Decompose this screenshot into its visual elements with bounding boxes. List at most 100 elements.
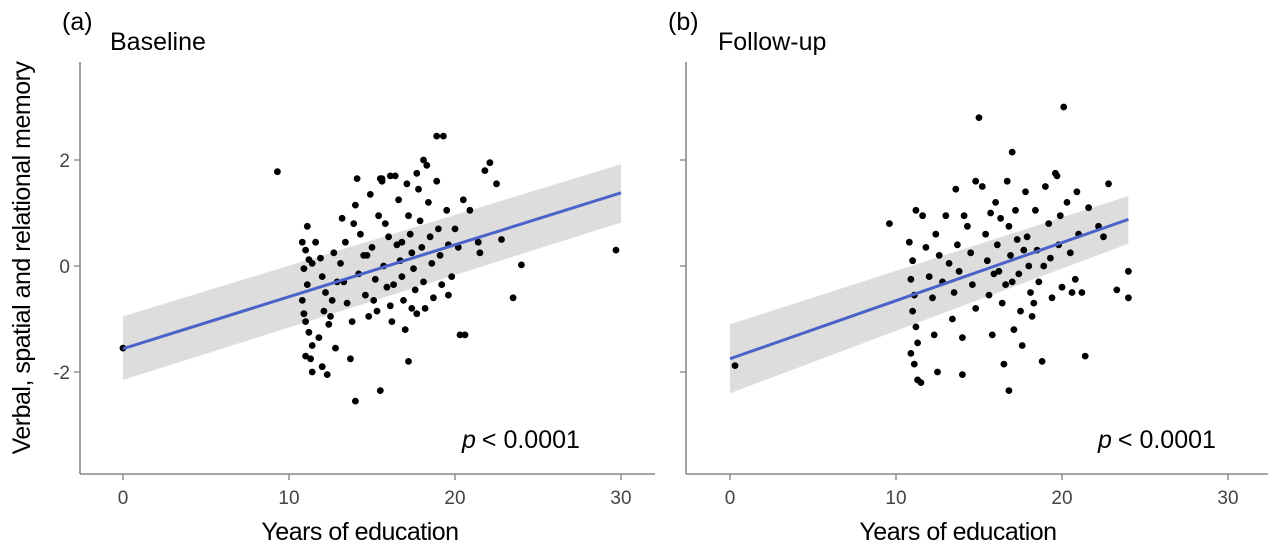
data-point xyxy=(1125,267,1132,275)
data-point xyxy=(1005,387,1013,394)
data-point xyxy=(391,172,399,180)
panel-title-follow-up: Follow-up xyxy=(718,28,826,56)
data-point xyxy=(393,241,401,249)
data-point xyxy=(1081,352,1089,360)
data-point xyxy=(423,161,431,169)
data-point xyxy=(909,307,916,315)
data-point xyxy=(1105,180,1112,188)
data-point xyxy=(930,331,938,339)
data-point xyxy=(411,286,419,294)
data-point xyxy=(317,254,324,262)
data-point xyxy=(365,313,373,320)
plot-area xyxy=(729,103,1132,394)
data-point xyxy=(907,350,915,357)
data-point xyxy=(1073,188,1081,196)
p-value-text: < 0.0001 xyxy=(482,426,580,454)
data-point xyxy=(436,252,444,259)
panel-label-b: (b) xyxy=(668,8,699,36)
data-point xyxy=(990,270,998,278)
y-ticks: -2 0 2 xyxy=(53,151,80,384)
data-point xyxy=(978,183,986,190)
data-point xyxy=(998,299,1006,307)
data-point xyxy=(315,334,323,341)
x-tick-label: 20 xyxy=(444,488,465,509)
data-point xyxy=(352,201,359,209)
data-point xyxy=(312,238,319,246)
data-point xyxy=(1035,278,1043,286)
data-point xyxy=(420,156,427,164)
data-point xyxy=(416,217,424,225)
data-point xyxy=(1085,204,1092,212)
data-point xyxy=(486,159,494,167)
data-point xyxy=(408,249,416,257)
data-point xyxy=(929,294,936,302)
data-point xyxy=(954,241,961,249)
data-point xyxy=(1056,212,1064,220)
p-value-annotation: p < 0.0001 xyxy=(1097,426,1216,454)
data-point xyxy=(366,191,374,198)
data-point xyxy=(438,281,446,288)
data-point xyxy=(386,172,394,180)
data-point xyxy=(995,267,1003,275)
data-point xyxy=(332,344,339,352)
data-point xyxy=(912,323,920,331)
data-point xyxy=(342,238,349,246)
data-point xyxy=(353,175,361,183)
data-point xyxy=(1012,206,1019,214)
data-point xyxy=(1020,246,1028,254)
data-point xyxy=(390,281,397,288)
data-point xyxy=(1060,103,1068,111)
y-ticks xyxy=(680,159,686,373)
data-point xyxy=(362,291,369,299)
data-point xyxy=(1002,281,1009,288)
panel-follow-up: (b) Follow-up 0 10 20 30 Years of education… xyxy=(668,8,1268,546)
data-point xyxy=(338,214,346,222)
data-point xyxy=(375,212,382,220)
regression-line xyxy=(729,217,1129,361)
data-point xyxy=(1013,236,1021,243)
data-point xyxy=(922,244,930,251)
data-point xyxy=(934,368,941,376)
data-point xyxy=(408,305,416,312)
confidence-band xyxy=(730,196,1129,394)
data-point xyxy=(969,281,976,288)
panel-title-baseline: Baseline xyxy=(110,28,206,56)
data-point xyxy=(972,305,980,312)
data-point xyxy=(300,310,308,318)
data-point xyxy=(459,196,467,204)
data-point xyxy=(1045,220,1053,228)
data-point xyxy=(498,236,505,243)
regression-line xyxy=(122,191,622,351)
p-symbol: p xyxy=(1097,426,1112,454)
data-point xyxy=(308,368,316,376)
shared-y-axis-title: Verbal, spatial and relational memory xyxy=(8,61,36,455)
data-point xyxy=(1017,307,1024,315)
data-point xyxy=(1125,294,1132,302)
data-point xyxy=(363,252,371,259)
data-point xyxy=(474,238,482,246)
data-point xyxy=(383,283,391,291)
data-point xyxy=(914,339,921,347)
data-point xyxy=(466,206,474,214)
data-point xyxy=(1015,270,1023,278)
data-point xyxy=(350,220,358,228)
data-point xyxy=(1040,262,1048,270)
data-point xyxy=(919,212,926,220)
data-point xyxy=(975,114,983,121)
data-point xyxy=(323,371,331,378)
data-point xyxy=(1030,299,1038,307)
data-point xyxy=(274,168,281,176)
x-ticks: 0 10 20 30 xyxy=(118,474,632,509)
data-point xyxy=(1003,177,1011,185)
data-point xyxy=(967,249,975,257)
data-point xyxy=(418,244,426,251)
data-point xyxy=(1078,289,1086,296)
data-point xyxy=(972,177,980,185)
data-point xyxy=(1038,358,1046,365)
x-axis-title: Years of education xyxy=(859,518,1056,546)
data-point xyxy=(371,275,379,283)
data-point xyxy=(987,209,994,217)
data-point xyxy=(298,238,306,246)
p-value-annotation: p < 0.0001 xyxy=(461,426,580,454)
data-point xyxy=(440,132,447,140)
